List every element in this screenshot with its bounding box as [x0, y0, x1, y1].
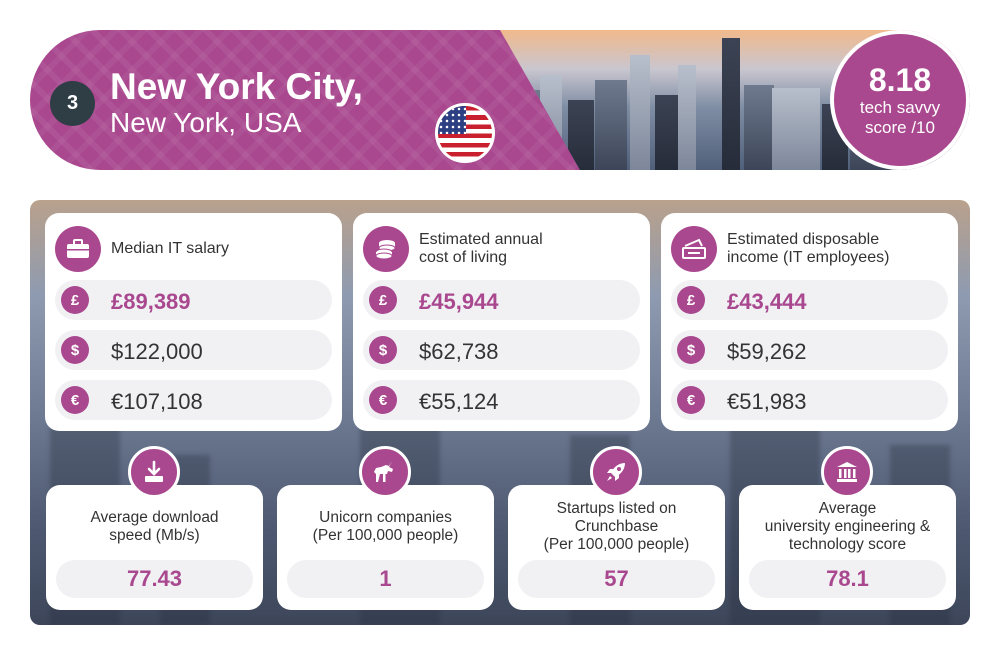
- unicorn-companies-card: Unicorn companies (Per 100,000 people) 1: [277, 485, 494, 610]
- city-title: New York City,: [110, 66, 363, 107]
- value-row-gbp: £ £45,944: [363, 280, 640, 320]
- value-row-eur: € €107,108: [55, 380, 332, 420]
- startups-value: 57: [518, 560, 715, 598]
- download-speed-card: Average download speed (Mb/s) 77.43: [46, 485, 263, 610]
- tech-savvy-score-badge: 8.18 tech savvy score /10: [830, 30, 970, 170]
- metric-label: Average download speed (Mb/s): [90, 509, 219, 544]
- rocket-icon: [590, 446, 642, 498]
- salary-gbp: £89,389: [111, 289, 191, 314]
- score-value: 8.18: [868, 62, 932, 98]
- salary-usd: $122,000: [111, 339, 203, 364]
- dollar-icon: $: [369, 336, 397, 364]
- rank-badge: 3: [50, 81, 95, 126]
- value-row-eur: € €55,124: [363, 380, 640, 420]
- cost-usd: $62,738: [419, 339, 499, 364]
- dollar-icon: $: [677, 336, 705, 364]
- card-title: Estimated annual cost of living: [419, 231, 543, 266]
- download-speed-value: 77.43: [56, 560, 253, 598]
- income-eur: €51,983: [727, 389, 807, 414]
- euro-icon: €: [61, 386, 89, 414]
- metric-label: Average university engineering & technol…: [764, 500, 931, 553]
- value-row-gbp: £ £43,444: [671, 280, 948, 320]
- income-gbp: £43,444: [727, 289, 807, 314]
- salary-eur: €107,108: [111, 389, 203, 414]
- stats-panel: Median IT salary £ £89,389 $ $122,000 € …: [30, 200, 970, 625]
- cost-of-living-card: Estimated annual cost of living £ £45,94…: [353, 213, 650, 431]
- value-row-usd: $ $59,262: [671, 330, 948, 370]
- median-it-salary-card: Median IT salary £ £89,389 $ $122,000 € …: [45, 213, 342, 431]
- university-score-value: 78.1: [749, 560, 946, 598]
- startups-crunchbase-card: Startups listed on Crunchbase (Per 100,0…: [508, 485, 725, 610]
- income-usd: $59,262: [727, 339, 807, 364]
- download-icon: [128, 446, 180, 498]
- coins-icon: [363, 226, 409, 272]
- metric-label: Unicorn companies (Per 100,000 people): [312, 509, 459, 544]
- cost-eur: €55,124: [419, 389, 499, 414]
- value-row-gbp: £ £89,389: [55, 280, 332, 320]
- unicorn-companies-value: 1: [287, 560, 484, 598]
- value-row-usd: $ $62,738: [363, 330, 640, 370]
- pound-icon: £: [369, 286, 397, 314]
- dollar-icon: $: [61, 336, 89, 364]
- city-location: New York, USA: [110, 107, 302, 138]
- unicorn-icon: [359, 446, 411, 498]
- university-icon: [821, 446, 873, 498]
- university-score-card: Average university engineering & technol…: [739, 485, 956, 610]
- us-flag-icon: [435, 103, 495, 163]
- disposable-income-card: Estimated disposable income (IT employee…: [661, 213, 958, 431]
- metric-label: Startups listed on Crunchbase (Per 100,0…: [543, 500, 690, 553]
- value-row-usd: $ $122,000: [55, 330, 332, 370]
- cost-gbp: £45,944: [419, 289, 499, 314]
- card-title: Median IT salary: [111, 240, 229, 257]
- card-title: Estimated disposable income (IT employee…: [727, 231, 890, 266]
- euro-icon: €: [677, 386, 705, 414]
- euro-icon: €: [369, 386, 397, 414]
- pound-icon: £: [677, 286, 705, 314]
- value-row-eur: € €51,983: [671, 380, 948, 420]
- pound-icon: £: [61, 286, 89, 314]
- cash-icon: [671, 226, 717, 272]
- score-label: tech savvy score /10: [859, 98, 941, 137]
- briefcase-icon: [55, 226, 101, 272]
